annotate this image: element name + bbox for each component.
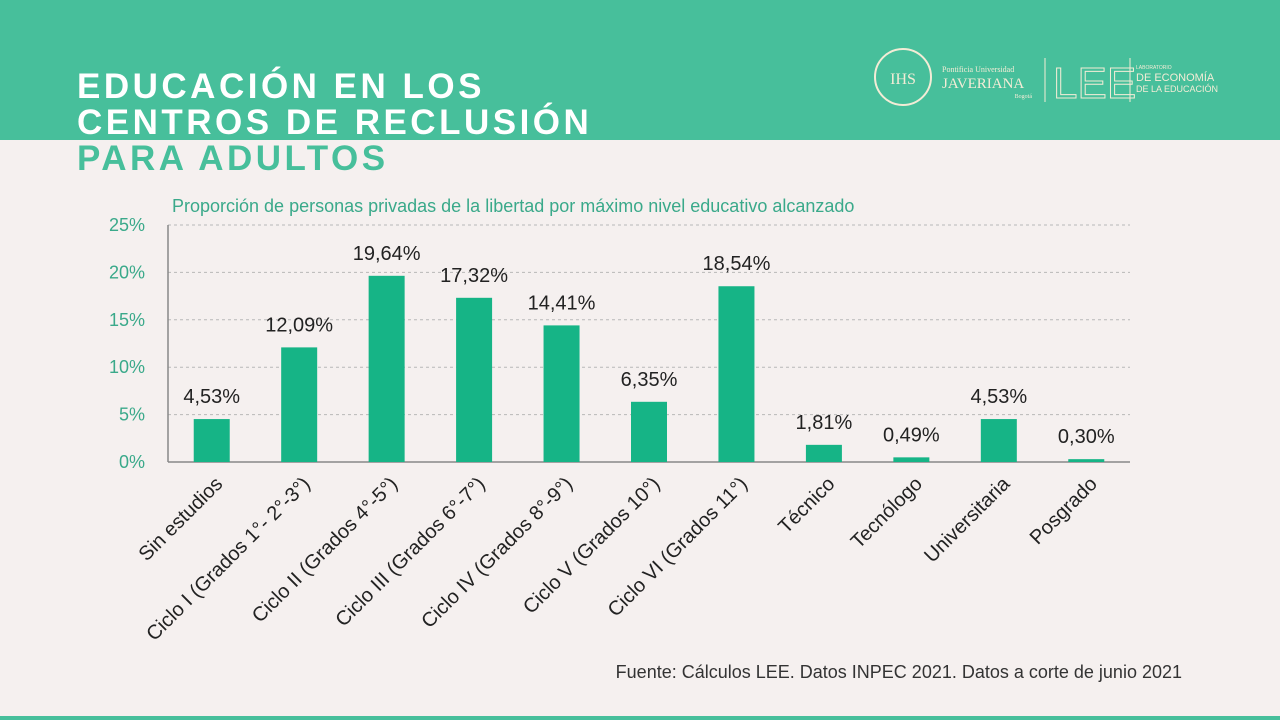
logo-small: Pontificia Universidad <box>942 65 1014 74</box>
x-tick-label: Ciclo II (Grados 4°-5°) <box>248 473 402 627</box>
value-label: 1,81% <box>796 412 853 434</box>
logo-lee: LEE <box>1053 59 1136 108</box>
value-label: 12,09% <box>265 314 333 336</box>
value-label: 19,64% <box>353 243 421 265</box>
bar <box>718 286 755 462</box>
logo-lab-small: LABORATORIO <box>1136 65 1172 71</box>
x-tick-label: Tecnólogo <box>847 473 927 553</box>
value-label: 4,53% <box>970 386 1027 408</box>
logo: IHS Pontificia Universidad JAVERIANA Bog… <box>874 48 1218 109</box>
source: Fuente: Cálculos LEE. Datos INPEC 2021. … <box>616 662 1182 682</box>
logo-city: Bogotá <box>1015 94 1033 100</box>
emblem <box>874 48 932 106</box>
value-label: 0,49% <box>883 424 940 446</box>
x-tick-label: Posgrado <box>1026 473 1102 549</box>
plot: 0% 5% 10% 15% 20% 25% Sin estudios 4,53% Ciclo I… <box>109 215 1130 645</box>
bar <box>368 275 405 462</box>
emblem-text: IHS <box>890 71 916 88</box>
logo-university: JAVERIANA <box>942 76 1024 92</box>
x-tick-label: Ciclo I (Grados 1°- 2°-3°) <box>142 473 314 645</box>
x-tick-label: Ciclo IV (Grados 8°-9°) <box>417 473 577 633</box>
bar <box>456 297 493 462</box>
bar <box>893 457 930 462</box>
y-tick-label: 0% <box>119 452 145 472</box>
bar <box>281 347 318 462</box>
logo-lab: DE LA EDUCACIÓN <box>1136 84 1218 94</box>
logo-lab: DE ECONOMÍA <box>1136 71 1215 84</box>
value-label: 0,30% <box>1058 426 1115 448</box>
bar <box>980 419 1017 462</box>
y-tick-label: 15% <box>109 310 145 330</box>
y-tick-label: 10% <box>109 357 145 377</box>
bar <box>543 325 580 462</box>
y-tick-label: 5% <box>119 405 145 425</box>
header-band <box>0 0 1280 140</box>
title-line: CENTROS DE RECLUSIÓN <box>77 102 592 142</box>
value-label: 6,35% <box>621 369 678 391</box>
x-tick-label: Sin estudios <box>135 473 228 566</box>
value-label: 14,41% <box>528 292 596 314</box>
bar <box>193 419 230 462</box>
x-tick-label: Ciclo III (Grados 6°-7°) <box>332 473 490 631</box>
footer-band <box>0 716 1280 720</box>
title-backdrop <box>0 140 640 175</box>
x-tick-label: Universitaria <box>920 472 1015 567</box>
y-tick-label: 25% <box>109 215 145 235</box>
y-tick-label: 20% <box>109 262 145 282</box>
value-label: 18,54% <box>703 253 771 275</box>
bar <box>805 444 842 462</box>
chart-title: Proporción de personas privadas de la li… <box>172 196 854 216</box>
value-label: 4,53% <box>183 386 240 408</box>
bar <box>631 401 667 462</box>
title-line: EDUCACIÓN EN LOS <box>77 66 485 106</box>
bar <box>1068 459 1105 462</box>
x-tick-label: Técnico <box>774 473 839 538</box>
value-label: 17,32% <box>440 265 508 287</box>
title-line: PARA ADULTOS <box>77 139 389 178</box>
